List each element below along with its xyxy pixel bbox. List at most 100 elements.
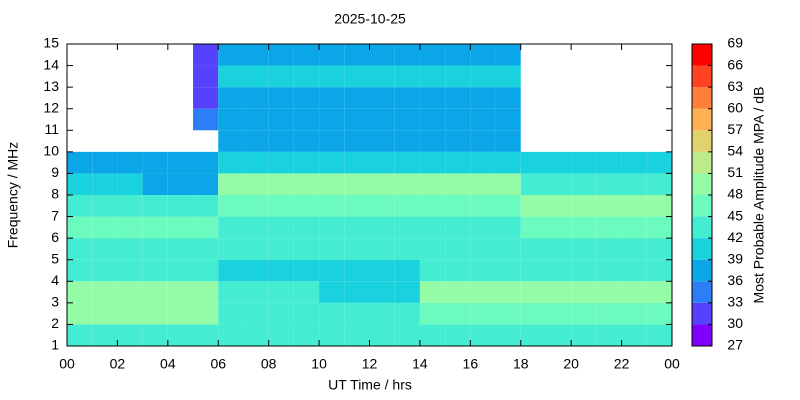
colorbar-tick-label: 33	[727, 294, 743, 310]
heat-cell	[545, 151, 572, 174]
heat-cell	[571, 216, 597, 239]
colorbar-segment	[692, 65, 712, 88]
heat-cell	[319, 302, 345, 325]
heat-cell	[193, 281, 219, 303]
y-tick-label: 4	[51, 272, 59, 288]
heat-cell	[394, 65, 420, 88]
heat-cell	[445, 302, 471, 325]
heat-cell	[646, 195, 672, 217]
y-tick-label: 5	[51, 250, 59, 266]
colorbar-tick-label: 36	[727, 272, 743, 288]
heat-cell	[92, 216, 118, 239]
colorbar-segment	[692, 151, 712, 174]
heat-cell	[92, 195, 118, 217]
heat-cell	[419, 87, 446, 109]
heat-cell	[596, 302, 622, 325]
heat-cell	[571, 281, 597, 303]
heat-cell	[369, 302, 395, 325]
heat-cell	[319, 87, 345, 109]
x-tick-label: 16	[463, 356, 479, 372]
heat-cell	[218, 238, 244, 260]
heat-cell	[369, 281, 395, 303]
heat-cell	[621, 259, 647, 282]
heat-cell	[193, 151, 219, 174]
heat-cell	[571, 173, 597, 195]
heat-cell	[621, 216, 647, 239]
y-tick-label: 2	[51, 315, 59, 331]
colorbar-segment	[692, 44, 712, 66]
heat-cell	[495, 151, 521, 174]
heat-cell	[344, 216, 370, 239]
heat-cell	[268, 130, 294, 152]
heat-cell	[243, 302, 269, 325]
heat-cell	[646, 281, 672, 303]
heat-cell	[419, 324, 446, 346]
heat-cell	[545, 302, 572, 325]
heat-cell	[520, 259, 546, 282]
heat-cell	[495, 216, 521, 239]
heat-cell	[243, 324, 269, 346]
heat-cell	[646, 173, 672, 195]
heat-cell	[470, 87, 496, 109]
heat-cell	[419, 281, 446, 303]
heat-cell	[319, 324, 345, 346]
x-tick-label: 06	[210, 356, 226, 372]
heat-cell	[621, 324, 647, 346]
heat-cell	[67, 195, 93, 217]
heat-cell	[596, 324, 622, 346]
heat-cell	[218, 281, 244, 303]
heat-cell	[646, 151, 672, 174]
colorbar-segment	[692, 324, 712, 346]
heat-cell	[419, 302, 446, 325]
heat-cell	[218, 302, 244, 325]
heat-cell	[545, 281, 572, 303]
heat-cell	[167, 302, 194, 325]
heat-cell	[495, 65, 521, 88]
y-tick-label: 13	[43, 78, 59, 94]
heat-cell	[142, 324, 168, 346]
heat-cell	[142, 302, 168, 325]
heat-cell	[293, 108, 320, 131]
heat-cell	[344, 324, 370, 346]
heat-cell	[167, 173, 194, 195]
heat-cell	[117, 195, 143, 217]
x-tick-label: 00	[664, 356, 680, 372]
heat-cell	[495, 281, 521, 303]
heat-cell	[319, 65, 345, 88]
colorbar-tick-label: 51	[727, 164, 743, 180]
heat-cell	[268, 324, 294, 346]
heat-cell	[520, 216, 546, 239]
y-tick-label: 15	[43, 35, 59, 51]
heat-cell	[445, 324, 471, 346]
heat-cell	[419, 151, 446, 174]
heat-cell	[495, 87, 521, 109]
heat-cell	[243, 238, 269, 260]
heat-cell	[344, 238, 370, 260]
heat-cell	[470, 216, 496, 239]
heat-cell	[470, 173, 496, 195]
heat-cell	[268, 44, 294, 66]
heat-cell	[621, 238, 647, 260]
colorbar-segment	[692, 302, 712, 325]
colorbar-segment	[692, 259, 712, 282]
heat-cell	[445, 173, 471, 195]
heat-cell	[268, 216, 294, 239]
heat-cell	[520, 173, 546, 195]
x-tick-label: 18	[513, 356, 529, 372]
heat-cell	[571, 302, 597, 325]
heat-cell	[92, 151, 118, 174]
heat-cell	[419, 65, 446, 88]
heat-cell	[319, 130, 345, 152]
heat-cell	[495, 259, 521, 282]
heat-cell	[193, 216, 219, 239]
heat-cell	[369, 108, 395, 131]
heat-cell	[293, 151, 320, 174]
heat-cell	[495, 173, 521, 195]
heat-cell	[344, 173, 370, 195]
colorbar-tick-label: 66	[727, 56, 743, 72]
heat-cell	[92, 259, 118, 282]
heat-cell	[319, 44, 345, 66]
heat-cell	[218, 151, 244, 174]
heat-cell	[394, 216, 420, 239]
